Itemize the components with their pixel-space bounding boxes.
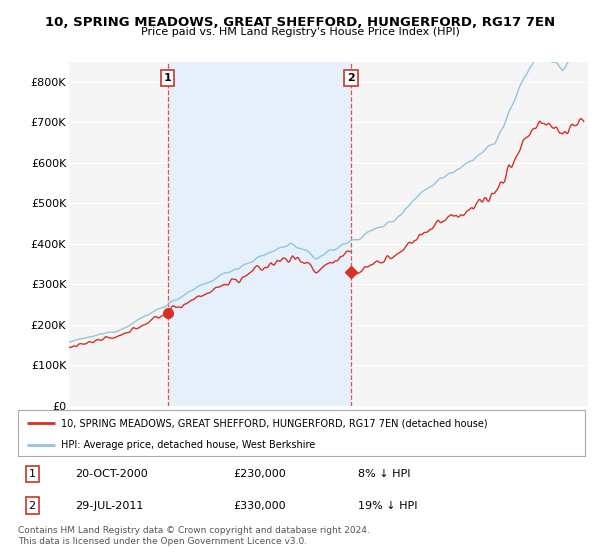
Text: 1: 1 <box>164 73 172 83</box>
Text: 2: 2 <box>347 73 355 83</box>
Text: Price paid vs. HM Land Registry's House Price Index (HPI): Price paid vs. HM Land Registry's House … <box>140 27 460 37</box>
Text: 10, SPRING MEADOWS, GREAT SHEFFORD, HUNGERFORD, RG17 7EN: 10, SPRING MEADOWS, GREAT SHEFFORD, HUNG… <box>45 16 555 29</box>
Text: £330,000: £330,000 <box>233 501 286 511</box>
Text: HPI: Average price, detached house, West Berkshire: HPI: Average price, detached house, West… <box>61 440 315 450</box>
Text: 20-OCT-2000: 20-OCT-2000 <box>75 469 148 479</box>
Text: 1: 1 <box>29 469 35 479</box>
Text: £230,000: £230,000 <box>233 469 286 479</box>
Text: 19% ↓ HPI: 19% ↓ HPI <box>358 501 418 511</box>
Text: Contains HM Land Registry data © Crown copyright and database right 2024.
This d: Contains HM Land Registry data © Crown c… <box>18 526 370 546</box>
Text: 8% ↓ HPI: 8% ↓ HPI <box>358 469 410 479</box>
Text: 2: 2 <box>29 501 36 511</box>
Text: 29-JUL-2011: 29-JUL-2011 <box>75 501 143 511</box>
Bar <box>167 62 351 406</box>
Text: 10, SPRING MEADOWS, GREAT SHEFFORD, HUNGERFORD, RG17 7EN (detached house): 10, SPRING MEADOWS, GREAT SHEFFORD, HUNG… <box>61 418 487 428</box>
